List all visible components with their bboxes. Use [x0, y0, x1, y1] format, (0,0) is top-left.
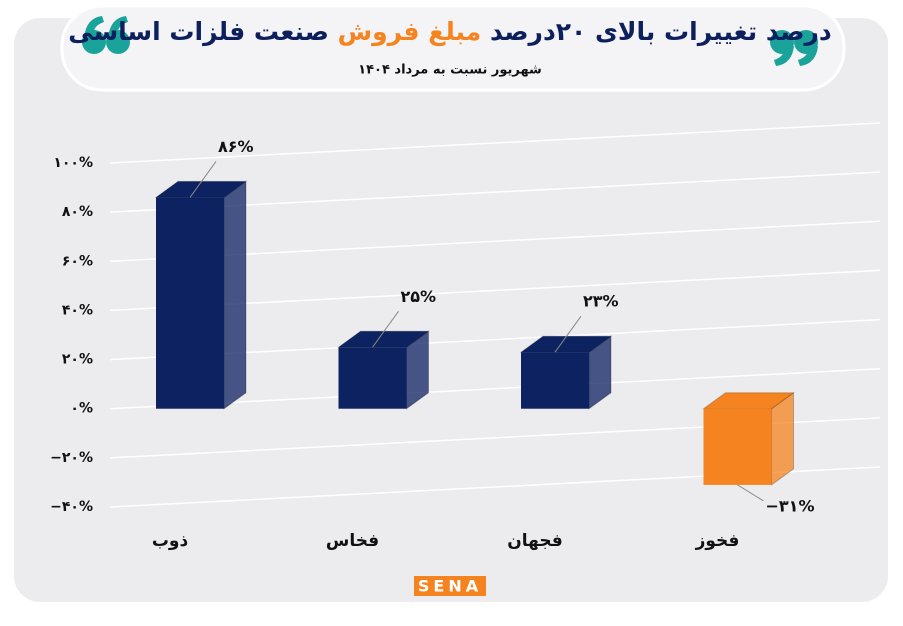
y-tick-label: −۴۰%: [50, 499, 93, 515]
bar-front: [338, 347, 407, 409]
quote-left: [82, 16, 130, 54]
bar-side: [223, 180, 247, 410]
bar: [336, 330, 431, 410]
bar: [154, 180, 248, 410]
y-tick-label: ۸۰%: [62, 204, 93, 220]
chart-title: درصد تغییرات بالای ۲۰درصد مبلغ فروش صنعت…: [68, 17, 832, 47]
title-pill: [60, 4, 846, 92]
bar: [519, 335, 613, 410]
leader-line: [189, 161, 217, 198]
leader-line: [372, 310, 399, 348]
grid-line: [109, 367, 881, 410]
title-segment: درصد تغییرات بالای ۲۰درصد: [490, 17, 832, 47]
title-segment: مبلغ فروش: [338, 17, 482, 47]
bar-front: [703, 408, 772, 485]
value-label: −۳۱%: [766, 496, 815, 515]
x-tick-label: فجهان: [507, 531, 563, 551]
bar: [701, 391, 796, 486]
leader-line: [737, 484, 764, 502]
value-label: ۲۳%: [583, 292, 619, 311]
y-tick-label: ۲۰%: [62, 352, 93, 368]
chart-subtitle: شهریور نسبت به مرداد ۱۴۰۴: [358, 63, 542, 78]
y-tick-label: ۰%: [70, 401, 93, 417]
logo-text: SENA: [418, 577, 482, 596]
card: [14, 18, 888, 602]
bar-front: [156, 197, 224, 409]
x-tick-label: فخوز: [695, 531, 740, 551]
y-tick-label: ۴۰%: [62, 302, 93, 318]
value-label: ۸۶%: [218, 137, 254, 156]
value-label: ۲۵%: [401, 287, 437, 306]
title-segment: صنعت فلزات اساسی: [68, 17, 329, 47]
y-tick-label: ۱۰۰%: [53, 155, 93, 171]
logo-box: [414, 576, 486, 596]
quote-right: [770, 30, 818, 66]
y-tick-label: ۶۰%: [62, 253, 93, 269]
logo: SENA: [414, 576, 486, 596]
grid-line: [109, 122, 881, 164]
y-tick-label: −۲۰%: [50, 450, 93, 466]
x-tick-label: فخاس: [326, 531, 379, 551]
leader-line: [554, 315, 582, 353]
bar-front: [521, 352, 589, 409]
x-tick-label: ذوب: [152, 531, 189, 551]
